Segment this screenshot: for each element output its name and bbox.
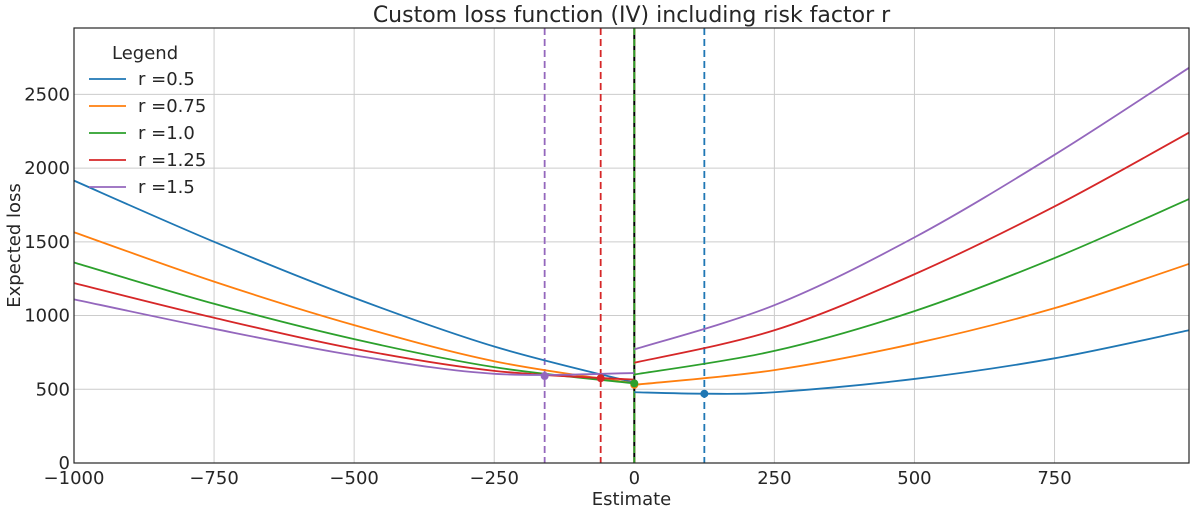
legend-entry-label: r =0.5	[138, 69, 195, 90]
chart-title: Custom loss function (IV) including risk…	[373, 3, 891, 28]
y-tick-label: 500	[36, 379, 70, 400]
legend: Legend r =0.5 r =0.75 r =1.0 r =1.25 r =1.5	[89, 43, 206, 198]
series-line-right-2	[634, 198, 1190, 376]
x-tick-label: −250	[469, 468, 518, 489]
x-tick-label: 0	[629, 468, 640, 489]
minimum-point-3	[596, 374, 605, 383]
grid	[73, 28, 1189, 463]
x-tick-label: −1000	[44, 468, 105, 489]
y-axis-label: Expected loss	[4, 183, 25, 307]
series-line-left-0	[73, 179, 635, 384]
minimum-point-4	[540, 372, 549, 380]
legend-entry-label: r =1.5	[138, 177, 195, 198]
series-line-right-1	[634, 263, 1190, 386]
y-tick-label: 1500	[24, 232, 70, 253]
series-line-left-2	[73, 261, 635, 385]
x-tick-label: −500	[329, 468, 378, 489]
legend-entry-label: r =0.75	[138, 96, 206, 117]
minimum-markers	[540, 372, 709, 398]
x-tick-label: −750	[189, 468, 238, 489]
series-line-right-3	[634, 131, 1190, 364]
x-axis-label: Estimate	[592, 489, 672, 510]
x-tick-label: 750	[1037, 468, 1071, 489]
vertical-reference-lines	[543, 28, 706, 463]
series-lines	[73, 67, 1190, 395]
legend-entry-label: r =1.0	[138, 123, 195, 144]
series-line-right-4	[634, 67, 1190, 351]
plot-frame	[73, 27, 1190, 464]
y-tick-label: 2500	[24, 84, 70, 105]
minimum-point-2	[630, 379, 639, 388]
legend-title: Legend	[112, 43, 178, 64]
series-line-left-1	[73, 231, 635, 385]
minimum-point-0	[700, 389, 709, 398]
y-tick-label: 1000	[24, 306, 70, 327]
y-tick-label: 0	[59, 453, 70, 474]
y-axis-ticks: 0 500 1000 1500 2000 2500	[24, 84, 70, 474]
x-tick-label: 250	[757, 468, 791, 489]
x-tick-label: 500	[897, 468, 931, 489]
legend-entry-label: r =1.25	[138, 150, 206, 171]
y-tick-label: 2000	[24, 158, 70, 179]
x-axis-ticks: −1000 −750 −500 −250 0 250 500 750	[44, 468, 1072, 489]
